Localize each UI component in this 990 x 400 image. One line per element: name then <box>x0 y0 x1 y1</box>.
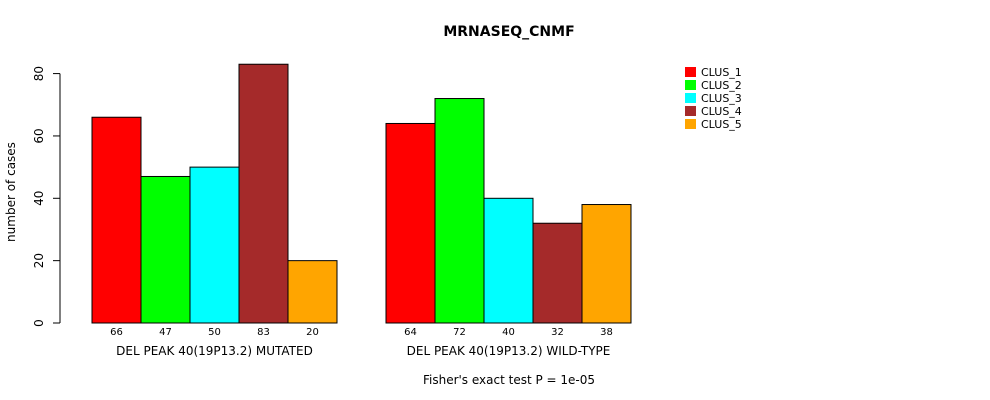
legend-swatch-clus-4 <box>685 106 696 116</box>
legend-swatch-clus-1 <box>685 67 696 77</box>
y-tick-label: 20 <box>32 253 46 268</box>
bar-clus-2-group-2 <box>434 98 485 324</box>
fisher-test-footnote: Fisher's exact test P = 1e-05 <box>423 373 595 387</box>
bar-clus-4-group-1 <box>238 63 289 324</box>
bar-clus-3-group-1 <box>189 166 240 324</box>
bars <box>91 63 632 324</box>
bar-value-label: 38 <box>600 327 613 338</box>
bar-clus-3-group-2 <box>483 197 534 324</box>
bar-value-label: 64 <box>404 327 417 338</box>
legend-swatch-clus-3 <box>685 93 696 103</box>
bar-value-label: 66 <box>110 327 123 338</box>
y-axis-label: number of cases <box>4 142 18 242</box>
legend-swatch-clus-5 <box>685 119 696 129</box>
bar-clus-4-group-2 <box>532 222 583 324</box>
bar-value-label: 83 <box>257 327 270 338</box>
legend-label-clus-5: CLUS_5 <box>701 118 742 131</box>
bar-clus-5-group-2 <box>581 204 632 324</box>
group-label-1: DEL PEAK 40(19P13.2) MUTATED <box>116 344 313 358</box>
value-labels: 66 47 50 83 20 64 72 40 32 38 <box>110 327 613 338</box>
bar-clus-1-group-2 <box>385 122 436 324</box>
bar-value-label: 20 <box>306 327 319 338</box>
legend-swatch-clus-2 <box>685 80 696 90</box>
y-tick-label: 60 <box>32 128 46 143</box>
bar-value-label: 50 <box>208 327 221 338</box>
group-label-2: DEL PEAK 40(19P13.2) WILD-TYPE <box>407 344 611 358</box>
bar-value-label: 32 <box>551 327 564 338</box>
y-tick-label: 0 <box>32 319 46 327</box>
group-labels: DEL PEAK 40(19P13.2) MUTATED DEL PEAK 40(… <box>116 344 610 358</box>
y-axis: 0 20 40 60 80 <box>32 66 61 327</box>
bar-clus-5-group-1 <box>287 260 338 324</box>
legend-label-clus-1: CLUS_1 <box>701 66 742 79</box>
legend-label-clus-2: CLUS_2 <box>701 79 742 92</box>
legend-label-clus-4: CLUS_4 <box>701 105 742 118</box>
bar-clus-1-group-1 <box>91 116 142 324</box>
legend-label-clus-3: CLUS_3 <box>701 92 742 105</box>
bar-value-label: 40 <box>502 327 515 338</box>
y-tick-label: 40 <box>32 191 46 206</box>
bar-value-label: 72 <box>453 327 466 338</box>
bar-value-label: 47 <box>159 327 172 338</box>
bar-clus-2-group-1 <box>140 175 191 324</box>
y-tick-label: 80 <box>32 66 46 81</box>
chart-title: MRNASEQ_CNMF <box>443 24 574 40</box>
